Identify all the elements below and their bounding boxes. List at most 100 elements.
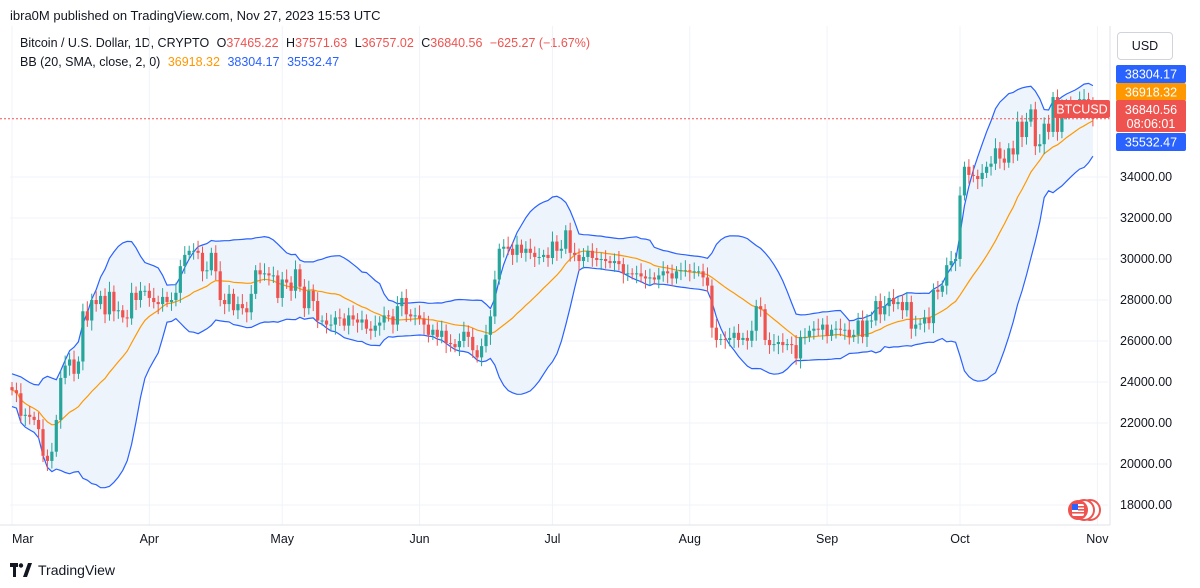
- currency-button[interactable]: USD: [1117, 32, 1173, 60]
- candle: [754, 299, 758, 341]
- candle-body: [590, 250, 594, 258]
- candle-body: [493, 279, 497, 317]
- close-label: C: [421, 36, 431, 50]
- candle-body: [453, 344, 457, 348]
- candle-body: [280, 279, 284, 298]
- candle: [772, 334, 776, 352]
- candle-body: [293, 269, 298, 291]
- upper-band-tag-text: 38304.17: [1125, 68, 1177, 82]
- candle-body: [883, 306, 887, 315]
- candle-body: [657, 275, 661, 280]
- bb-label[interactable]: BB (20, SMA, close, 2, 0): [20, 55, 161, 69]
- candle-body: [484, 334, 488, 347]
- candle-body: [741, 337, 745, 340]
- candle-body: [391, 316, 395, 325]
- candle: [391, 308, 395, 334]
- candle-body: [121, 310, 125, 318]
- candle-body: [14, 390, 19, 394]
- candle-body: [599, 259, 603, 261]
- candle: [479, 338, 484, 367]
- candle: [989, 156, 993, 176]
- candle-body: [471, 336, 475, 351]
- candle-body: [431, 329, 435, 335]
- candle-body: [519, 244, 524, 253]
- candle: [745, 330, 749, 350]
- candle: [143, 285, 147, 296]
- candle: [156, 295, 160, 315]
- us-flag-icon[interactable]: [1062, 497, 1102, 528]
- candle-body: [116, 310, 120, 312]
- candle-body: [679, 270, 683, 272]
- candle: [767, 332, 772, 354]
- bollinger-lower-line: [11, 155, 1094, 489]
- candle-body: [378, 322, 382, 326]
- candle-body: [466, 331, 470, 337]
- candle: [161, 288, 165, 312]
- candle: [599, 252, 603, 271]
- tradingview-logo-icon: [10, 563, 32, 577]
- x-tick-label: Apr: [140, 532, 159, 546]
- candle-body: [214, 252, 218, 272]
- candle-body: [32, 416, 36, 420]
- candle: [555, 235, 559, 261]
- symbol-title[interactable]: Bitcoin / U.S. Dollar, 1D, CRYPTO: [20, 36, 210, 50]
- candle-body: [112, 291, 116, 312]
- candle-body: [59, 377, 63, 420]
- candle-body: [710, 285, 714, 328]
- candle-body: [422, 318, 426, 325]
- candle: [329, 314, 333, 331]
- candle-body: [138, 290, 143, 300]
- candle: [922, 309, 927, 333]
- candle: [626, 264, 630, 281]
- candle: [564, 225, 568, 254]
- candle: [710, 279, 714, 338]
- candle-body: [670, 273, 674, 279]
- candle-body: [595, 257, 599, 261]
- candle-body: [249, 293, 253, 313]
- candle-body: [1020, 121, 1024, 138]
- candle-body: [10, 387, 14, 391]
- candle: [99, 290, 103, 310]
- footer-brand[interactable]: TradingView: [10, 562, 115, 578]
- low-number: 36757.02: [361, 36, 414, 50]
- symbol-tag-text: BTCUSD: [1056, 103, 1107, 117]
- price-tag-value: 36840.56: [1125, 103, 1177, 117]
- candle-body: [528, 248, 532, 253]
- candle-body: [985, 166, 989, 173]
- candle-body: [107, 291, 112, 315]
- candle-body: [909, 302, 913, 329]
- x-tick-label: Sep: [816, 532, 838, 546]
- candle: [200, 246, 205, 282]
- candle: [307, 280, 311, 315]
- candle: [134, 286, 138, 311]
- candle: [856, 312, 860, 344]
- x-tick-label: Oct: [950, 532, 970, 546]
- candle-body: [324, 320, 329, 325]
- candle: [10, 382, 14, 396]
- candle: [249, 285, 253, 320]
- candle-body: [962, 166, 967, 196]
- candle: [528, 238, 532, 260]
- candle-body: [763, 309, 767, 340]
- candle-body: [395, 306, 400, 325]
- candle: [670, 264, 674, 287]
- candle-body: [652, 277, 656, 280]
- candle: [776, 335, 780, 355]
- candle-body: [289, 282, 293, 291]
- candle: [351, 305, 355, 326]
- candle: [524, 241, 528, 262]
- candle-body: [674, 271, 679, 279]
- candle-body: [245, 308, 249, 313]
- candle-body: [67, 359, 72, 366]
- candle: [240, 294, 244, 315]
- candle-body: [586, 250, 590, 257]
- candle-body: [1042, 123, 1046, 145]
- candle-body: [1051, 97, 1055, 132]
- candle-body: [187, 250, 191, 255]
- candle: [816, 318, 820, 337]
- candle: [958, 186, 962, 267]
- candle: [785, 338, 789, 351]
- candle-body: [834, 328, 838, 330]
- candle: [147, 283, 151, 307]
